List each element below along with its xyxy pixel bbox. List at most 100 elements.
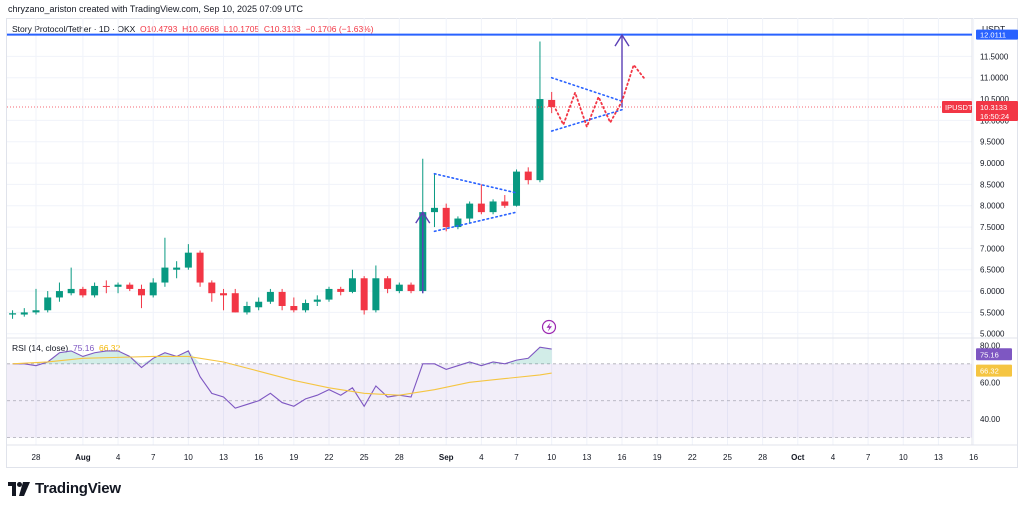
last-price-tag-text: 10.3133 — [980, 103, 1007, 112]
candle-down — [102, 280, 110, 294]
candle-up — [513, 169, 521, 207]
candle-body — [442, 207, 450, 228]
symbol-tag-text: IPUSDT — [945, 103, 973, 112]
candle-body — [384, 278, 392, 289]
time-tick-label: 4 — [116, 453, 121, 462]
candle-body — [501, 201, 509, 206]
rsi-ma-tag — [976, 364, 1012, 377]
candle-body — [348, 278, 356, 292]
candle-down — [360, 276, 368, 315]
time-tick-label: 10 — [184, 453, 193, 462]
candle-down — [384, 276, 392, 294]
candle-up — [313, 295, 321, 306]
chart-credit: chryzano_ariston created with TradingVie… — [8, 4, 304, 14]
candlestick-series — [9, 41, 556, 319]
candle-body — [477, 203, 485, 213]
candle-up — [266, 288, 274, 304]
candle-body — [126, 284, 134, 289]
price-tick-label: 6.0000 — [980, 287, 1005, 296]
symbol-title[interactable]: Story Protocol/Tether · 1D · OKX — [12, 24, 136, 34]
candle-up — [9, 310, 17, 319]
candle-up — [32, 288, 40, 315]
chart-frame — [6, 18, 1018, 468]
currency-label[interactable]: USDT — [982, 24, 1006, 34]
price-tick-label: 8.0000 — [980, 202, 1005, 211]
time-tick-label: 13 — [219, 453, 228, 462]
rsi-line — [12, 346, 552, 409]
time-tick-label: 16 — [969, 453, 978, 462]
time-tick-label: 7 — [514, 453, 519, 462]
rsi-pane — [7, 346, 972, 439]
rsi-ma-tag-text: 66.32 — [980, 367, 999, 376]
time-axis: 28 Aug 4 7 10 13 16 19 22 25 28 Sep 4 7 10 13 16 19 22 25 28… — [32, 453, 979, 462]
candle-body — [290, 306, 298, 311]
candle-down — [231, 288, 239, 313]
candle-body — [513, 171, 521, 206]
drawing-layer — [7, 33, 972, 294]
candle-body — [184, 252, 192, 268]
price-tick-label: 8.5000 — [980, 180, 1005, 189]
candle-body — [524, 171, 532, 181]
time-tick-label: 19 — [653, 453, 662, 462]
rsi-overbought-fill — [12, 347, 552, 364]
candle-body — [231, 293, 239, 313]
price-chart[interactable]: 12.000011.500011.000010.500010.00009.500… — [0, 0, 1024, 470]
target-arrow — [614, 33, 630, 108]
legend-low: L10.1705 — [223, 24, 260, 34]
candle-down — [208, 280, 216, 302]
candle-up — [67, 267, 75, 296]
candle-body — [32, 310, 40, 313]
legend-change: −0.1706 (−1.63%) — [305, 24, 374, 34]
candle-body — [372, 278, 380, 311]
legend-high: H10.6668 — [182, 24, 219, 34]
price-tick-label: 11.5000 — [980, 52, 1009, 61]
time-tick-label: 10 — [547, 453, 556, 462]
candle-body — [79, 288, 87, 296]
price-tick-label: 7.0000 — [980, 244, 1005, 253]
time-tick-label: 16 — [254, 453, 263, 462]
countdown-tag-text: 16:50:24 — [980, 112, 1009, 121]
candle-down — [220, 288, 228, 311]
candle-down — [524, 167, 532, 185]
time-tick-label: 4 — [831, 453, 836, 462]
candle-up — [466, 201, 474, 223]
price-tick-label: 5.0000 — [980, 330, 1005, 339]
projected-path — [550, 63, 647, 130]
candle-body — [466, 203, 474, 219]
rsi-title[interactable]: RSI (14, close) — [12, 343, 69, 353]
measured-move-arrow — [415, 210, 431, 294]
candle-down — [501, 195, 509, 208]
triangle-lower-trendline — [550, 108, 623, 132]
rsi-tick-label: 80.00 — [980, 341, 1001, 350]
rsi-value-tag — [976, 348, 1012, 361]
candle-up — [255, 297, 263, 311]
candle-down — [290, 297, 298, 313]
candle-down — [79, 286, 87, 298]
price-tick-label: 7.5000 — [980, 223, 1005, 232]
candle-down — [477, 184, 485, 215]
time-tick-label: 4 — [479, 453, 484, 462]
price-axis: 12.000011.500011.000010.500010.00009.500… — [980, 31, 1009, 424]
flag-lower-trendline — [433, 211, 518, 233]
candle-body — [536, 99, 544, 181]
lightning-icon[interactable] — [541, 319, 557, 335]
rsi-tick-label: 60.00 — [980, 378, 1001, 387]
candle-body — [548, 99, 556, 108]
time-tick-label: 25 — [723, 453, 732, 462]
candle-body — [173, 267, 181, 270]
tradingview-logo[interactable]: TradingView — [8, 480, 121, 497]
tradingview-logo-icon — [8, 481, 30, 496]
candle-up — [55, 282, 63, 302]
time-tick-label: 22 — [688, 453, 697, 462]
candle-body — [196, 252, 204, 283]
rsi-ma-line — [12, 355, 552, 396]
candle-up — [454, 216, 462, 230]
candle-body — [55, 291, 63, 298]
candle-down — [407, 282, 415, 294]
time-tick-label: Aug — [75, 453, 91, 462]
candle-body — [91, 285, 99, 296]
candle-body — [302, 303, 310, 311]
time-tick-label: 13 — [582, 453, 591, 462]
candle-body — [360, 278, 368, 311]
